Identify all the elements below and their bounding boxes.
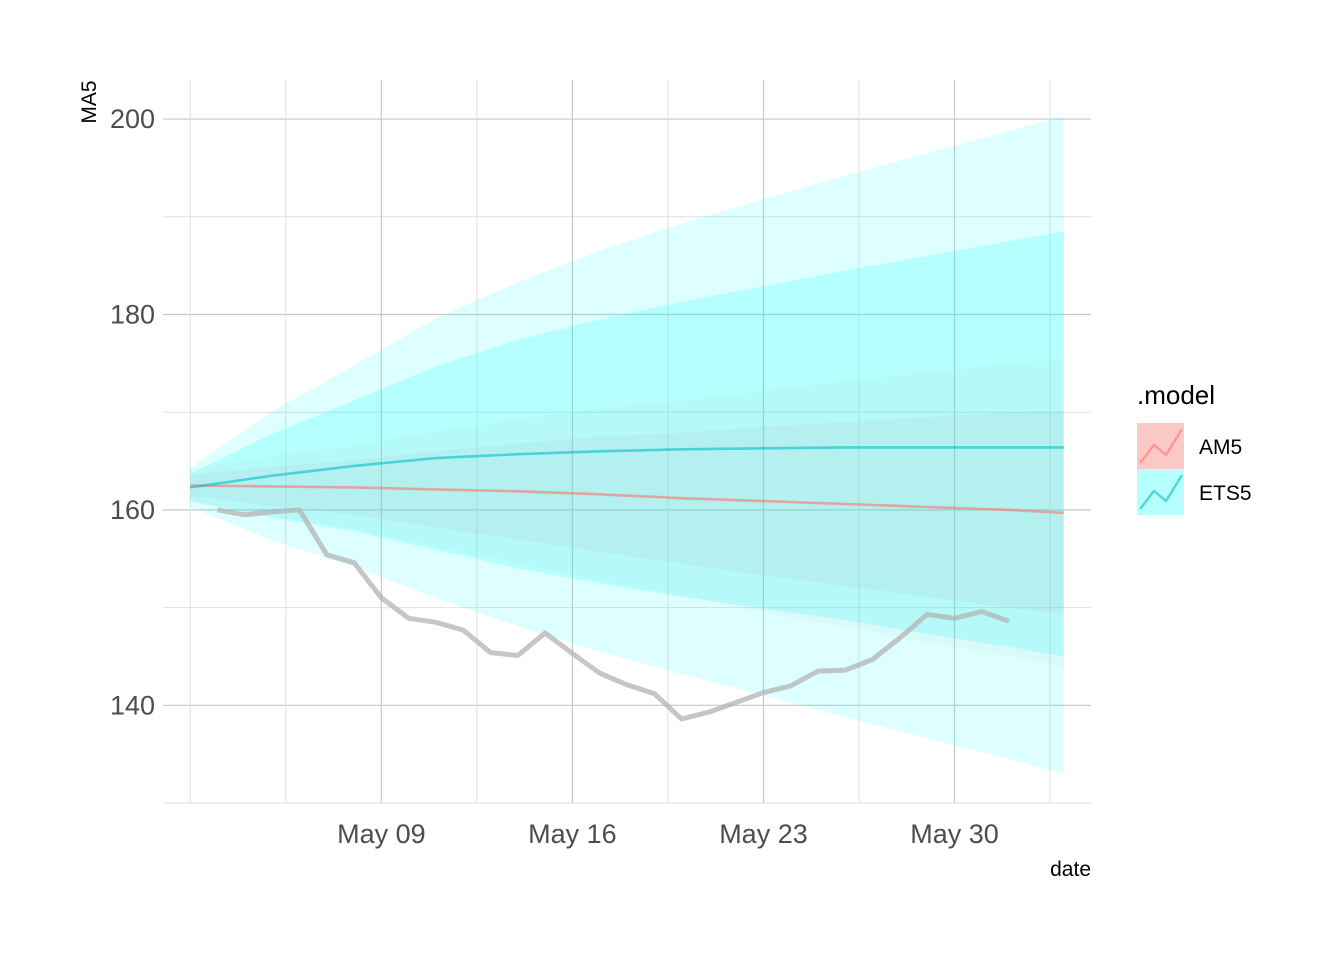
y-tick-label: 160 bbox=[110, 495, 155, 525]
prediction-intervals bbox=[190, 116, 1064, 774]
band-80-ets5 bbox=[190, 231, 1064, 657]
x-tick-label: May 23 bbox=[719, 819, 808, 849]
y-tick-label: 200 bbox=[110, 104, 155, 134]
x-tick-label: May 16 bbox=[528, 819, 617, 849]
legend-key-line bbox=[1139, 428, 1184, 464]
band-95-ets5 bbox=[190, 116, 1064, 774]
series-lines bbox=[190, 446, 1064, 722]
y-tick-label: 140 bbox=[110, 690, 155, 720]
axes: 140 160 180 200 May 09 May 16 May 23 May 30 bbox=[110, 104, 999, 849]
legend-key-am5 bbox=[1137, 423, 1184, 469]
legend-label-ets5: ETS5 bbox=[1199, 482, 1252, 505]
legend-key-line bbox=[1139, 474, 1184, 510]
x-axis-title: date bbox=[1050, 858, 1091, 881]
series-line-ets5 bbox=[190, 446, 1064, 489]
y-axis-title: MA5 bbox=[78, 80, 101, 123]
series-line-am5 bbox=[190, 484, 1064, 515]
actual-series-line bbox=[217, 507, 1010, 722]
legend: .model AM5 ETS5 bbox=[1137, 380, 1252, 515]
band-95-am5 bbox=[190, 359, 1064, 667]
y-tick-label: 180 bbox=[110, 299, 155, 329]
grid-lines bbox=[163, 80, 1091, 804]
legend-label-am5: AM5 bbox=[1199, 436, 1242, 459]
x-tick-label: May 30 bbox=[910, 819, 999, 849]
x-tick-label: May 09 bbox=[337, 819, 426, 849]
legend-title: .model bbox=[1137, 380, 1215, 410]
legend-key-ets5 bbox=[1137, 469, 1184, 515]
